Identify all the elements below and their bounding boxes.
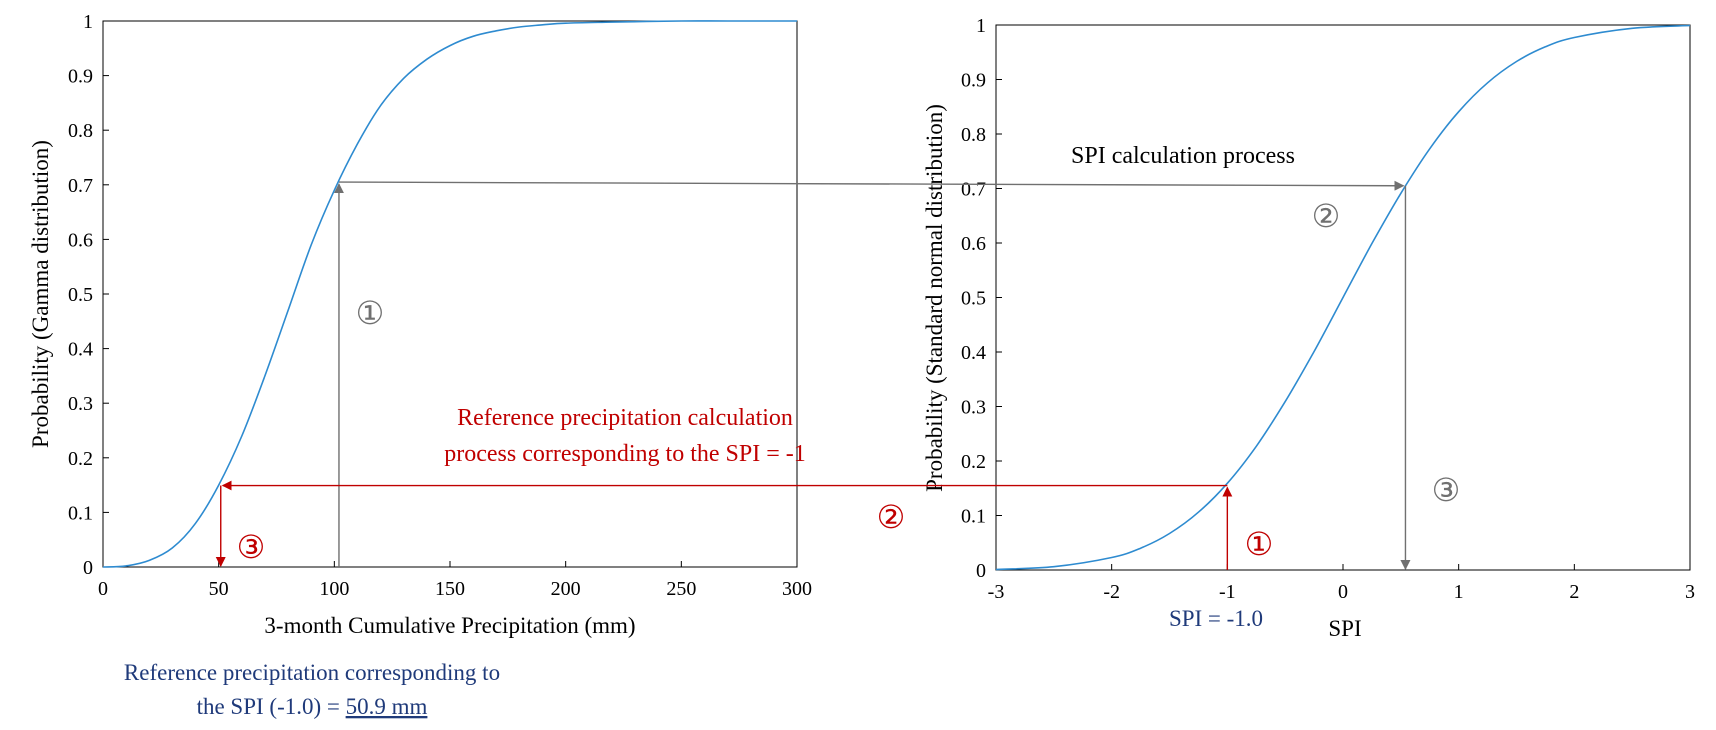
right-y-tick-label: 0.8	[961, 124, 986, 146]
right-x-axis-label: SPI	[1328, 616, 1361, 641]
left-x-tick-label: 100	[319, 578, 349, 600]
reference-result-line1: Reference precipitation corresponding to	[124, 660, 500, 685]
left-x-axis-label: 3-month Cumulative Precipitation (mm)	[264, 613, 635, 638]
right-x-tick-label: -3	[988, 581, 1005, 603]
left-y-tick-label: 0.2	[68, 448, 93, 470]
right-y-tick-label: 0.1	[961, 506, 986, 528]
reference-precipitation-arrows: Reference precipitation calculation proc…	[215, 405, 1274, 570]
gamma-cdf-curve	[102, 20, 797, 568]
right-y-tick-label: 0.6	[961, 233, 986, 255]
reference-result-value: 50.9 mm	[346, 694, 428, 719]
right-y-axis-label: Probability (Standard normal distributio…	[922, 104, 947, 492]
right-x-tick-label: 3	[1685, 581, 1695, 603]
right-y-tick-label: 1	[976, 15, 986, 37]
right-x-tick-label: 2	[1569, 581, 1579, 603]
right-y-tick-label: 0.3	[961, 397, 986, 419]
right-x-tick-label: -1	[1219, 581, 1236, 603]
left-y-axis-label: Probability (Gamma distribution)	[28, 140, 53, 448]
right-y-tick-label: 0.5	[961, 288, 986, 310]
left-x-tick-label: 200	[551, 578, 581, 600]
right-y-tick-label: 0.9	[961, 70, 986, 92]
left-x-tick-label: 50	[209, 578, 229, 600]
right-y-tick-labels: 0 0.1 0.2 0.3 0.4 0.5 0.6 0.7 0.8 0.9 1	[961, 15, 1002, 582]
right-x-tick-labels: -3 -2 -1 0 1 2 3	[988, 564, 1695, 603]
right-y-tick-label: 0.4	[961, 342, 986, 364]
reference-process-label-line1: Reference precipitation calculation	[457, 405, 793, 431]
gray-arrow-across	[338, 180, 1405, 191]
left-y-tick-label: 0.6	[68, 229, 93, 251]
reference-result-line2: the SPI (-1.0) = 50.9 mm	[197, 694, 428, 719]
right-x-tick-label: 0	[1338, 581, 1348, 603]
reference-process-label-line2: process corresponding to the SPI = -1	[444, 441, 805, 467]
spi-value-label: SPI = -1.0	[1169, 606, 1263, 631]
left-y-tick-label: 0.9	[68, 66, 93, 88]
gray-step-2-marker: ②	[1312, 198, 1341, 234]
reference-result-prefix: the SPI (-1.0) =	[197, 694, 346, 719]
left-x-tick-label: 0	[98, 578, 108, 600]
left-y-tick-label: 0.3	[68, 393, 93, 415]
left-y-tick-labels: 0 0.1 0.2 0.3 0.4 0.5 0.6 0.7 0.8 0.9 1	[68, 11, 109, 579]
right-y-tick-label: 0	[976, 560, 986, 582]
red-step-1-marker: ①	[1245, 526, 1274, 562]
right-chart: -3 -2 -1 0 1 2 3 0 0.1 0.2 0.3 0.4 0.5 0.6 0.7 0.8 0.9 1…	[922, 15, 1695, 641]
result-annotations: SPI = -1.0 Reference precipitation corre…	[124, 606, 1263, 719]
right-y-tick-label: 0.2	[961, 451, 986, 473]
gray-step-1-marker: ①	[356, 295, 385, 331]
spi-calculation-arrows: SPI calculation process ① ② ③	[333, 143, 1461, 570]
spi-calculation-process-label: SPI calculation process	[1071, 143, 1295, 169]
left-y-tick-label: 0.4	[68, 339, 93, 361]
left-y-tick-label: 1	[83, 11, 93, 33]
left-y-tick-label: 0	[83, 557, 93, 579]
red-step-2-marker: ②	[877, 499, 906, 535]
normal-cdf-curve	[995, 24, 1691, 571]
gray-step-3-marker: ③	[1432, 472, 1461, 508]
left-y-tick-label: 0.5	[68, 284, 93, 306]
left-y-tick-label: 0.1	[68, 502, 93, 524]
right-x-tick-label: -2	[1103, 581, 1120, 603]
right-y-tick-label: 0.7	[961, 179, 986, 201]
left-x-tick-labels: 0 50 100 150 200 250 300	[98, 561, 812, 600]
left-x-tick-label: 250	[666, 578, 696, 600]
left-y-tick-label: 0.8	[68, 120, 93, 142]
red-step-3-marker: ③	[237, 529, 266, 565]
left-x-tick-label: 150	[435, 578, 465, 600]
left-x-tick-label: 300	[782, 578, 812, 600]
left-chart: 0 50 100 150 200 250 300 0 0.1 0.2 0.3 0.4 0.5 0.6 0.…	[28, 11, 812, 638]
right-x-tick-label: 1	[1454, 581, 1464, 603]
left-y-tick-label: 0.7	[68, 175, 93, 197]
